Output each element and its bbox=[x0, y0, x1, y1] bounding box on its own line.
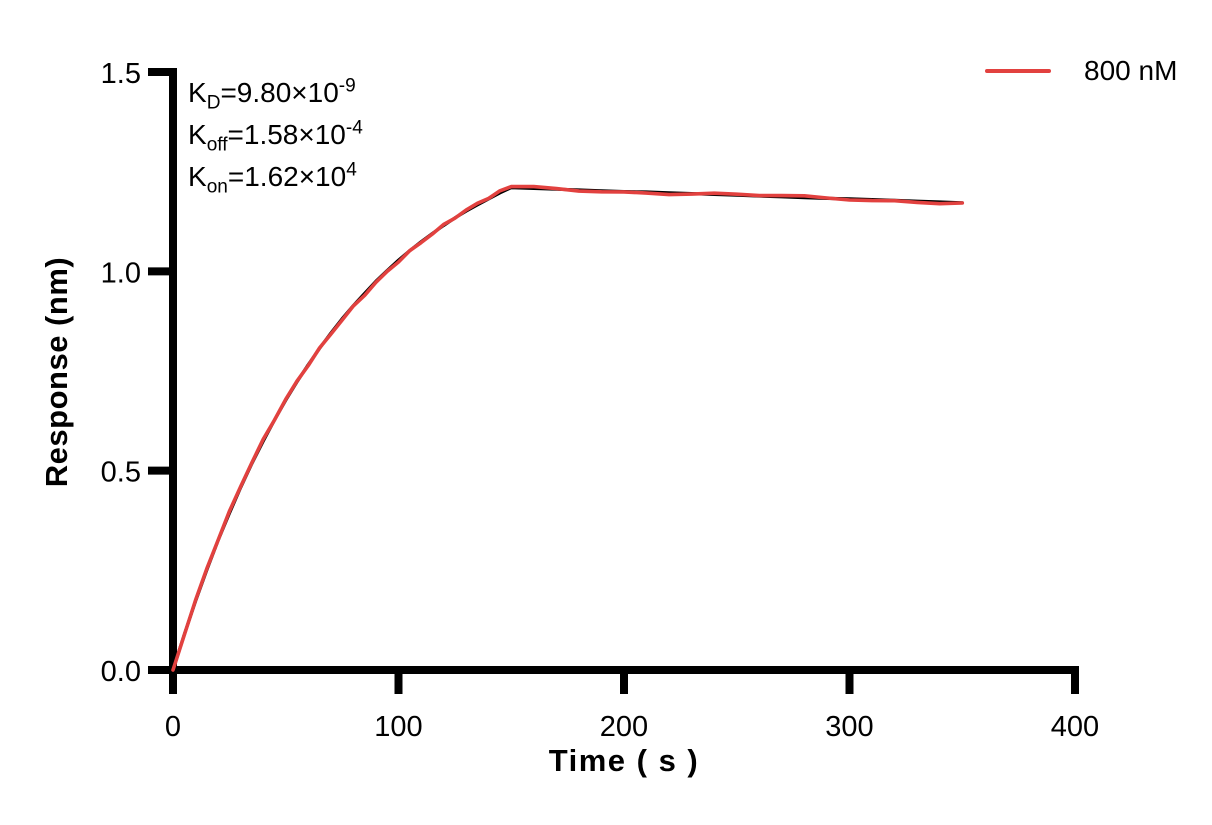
series-line-fit bbox=[171, 186, 964, 672]
legend-line-icon bbox=[985, 69, 1051, 73]
koff-base: K bbox=[188, 119, 207, 150]
annotation-kon: Kon=1.62×104 bbox=[188, 156, 363, 198]
x-tick-label: 400 bbox=[1051, 711, 1099, 743]
y-tick-label: 0.0 bbox=[101, 656, 141, 688]
kon-sub: on bbox=[206, 176, 228, 198]
x-tick-label: 0 bbox=[165, 711, 181, 743]
koff-value: =1.58×10 bbox=[227, 119, 346, 150]
kinetics-annotation: KD=9.80×10-9 Koff=1.58×10-4 Kon=1.62×104 bbox=[188, 72, 363, 198]
legend: 800 nM bbox=[985, 55, 1178, 86]
koff-exponent: -4 bbox=[345, 117, 363, 139]
x-axis-title: Time ( s ) bbox=[548, 743, 700, 778]
kd-base: K bbox=[188, 77, 207, 108]
kon-value: =1.62×10 bbox=[227, 161, 347, 192]
kd-value: =9.80×10 bbox=[220, 77, 339, 108]
y-axis-title: Response (nm) bbox=[39, 256, 74, 488]
kon-exponent: 4 bbox=[346, 159, 357, 181]
y-tick-label: 1.5 bbox=[101, 58, 141, 90]
x-tick-label: 200 bbox=[600, 711, 648, 743]
legend-label: 800 nM bbox=[1084, 55, 1178, 86]
series-line-800nM bbox=[171, 184, 965, 672]
x-tick-label: 100 bbox=[374, 711, 422, 743]
annotation-kd: KD=9.80×10-9 bbox=[188, 72, 363, 114]
y-tick-label: 0.5 bbox=[101, 457, 141, 489]
x-tick-label: 300 bbox=[825, 711, 873, 743]
kon-base: K bbox=[188, 161, 207, 192]
kd-exponent: -9 bbox=[338, 75, 356, 97]
kd-sub: D bbox=[206, 92, 221, 114]
koff-sub: off bbox=[206, 134, 228, 156]
y-tick-label: 1.0 bbox=[101, 257, 141, 289]
annotation-koff: Koff=1.58×10-4 bbox=[188, 114, 363, 156]
